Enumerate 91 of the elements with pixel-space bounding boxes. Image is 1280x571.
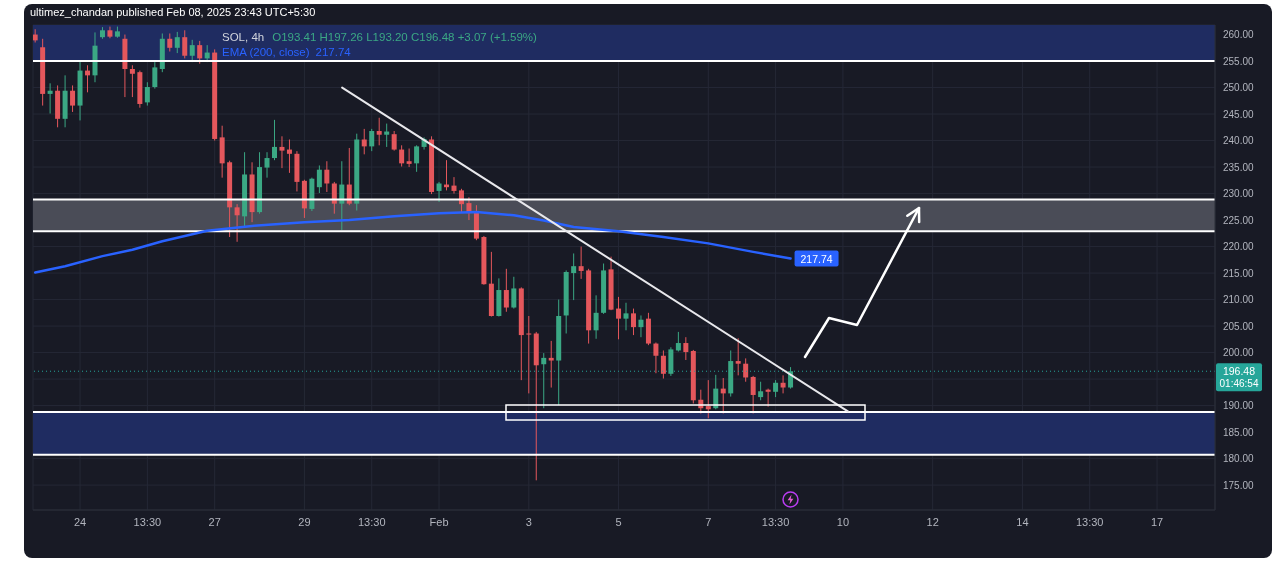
y-tick-label: 175.00 (1223, 479, 1255, 491)
x-tick-label: 10 (836, 515, 850, 528)
y-tick-label: 260.00 (1223, 29, 1255, 41)
candlestick (593, 294, 599, 340)
x-tick-label: 7 (705, 515, 712, 528)
candlestick (286, 138, 292, 174)
x-tick-label: 12 (926, 515, 939, 528)
x-tick-label: 14 (1016, 515, 1029, 528)
y-tick-label: 230.00 (1223, 188, 1255, 200)
candlestick (279, 135, 285, 169)
y-tick-label: 180.00 (1223, 453, 1255, 465)
candlestick (174, 31, 180, 54)
candlestick (630, 308, 636, 336)
candlestick (705, 379, 711, 419)
x-tick-label: 13:30 (761, 515, 790, 528)
candlestick (653, 342, 659, 374)
candlestick (780, 374, 786, 394)
text: 217.74 (315, 46, 351, 58)
candlestick (526, 315, 532, 394)
candlestick (451, 176, 457, 195)
text: 01:46:54 (1219, 378, 1259, 390)
candlestick (675, 331, 681, 353)
candlestick (735, 337, 741, 376)
y-tick-label: 220.00 (1223, 241, 1255, 253)
candlestick (511, 276, 517, 310)
candlestick (391, 130, 397, 152)
candlestick (414, 144, 420, 173)
candlestick (683, 336, 689, 361)
candlestick (234, 203, 240, 243)
x-tick-label: 17 (1150, 515, 1164, 528)
y-tick-label: 205.00 (1223, 320, 1255, 332)
candlestick (361, 128, 367, 155)
y-tick-label: 250.00 (1223, 82, 1255, 94)
candlestick (750, 375, 756, 415)
candlestick (264, 151, 270, 179)
candlestick (541, 352, 547, 409)
x-tick-label: 29 (298, 515, 311, 528)
y-tick-label: 245.00 (1223, 108, 1255, 120)
y-tick-label: 225.00 (1223, 214, 1255, 226)
candlestick (571, 252, 577, 301)
y-tick-label: 210.00 (1223, 294, 1255, 306)
candlestick (765, 388, 771, 408)
y-tick-label: 190.00 (1223, 400, 1255, 412)
candlestick (331, 181, 337, 215)
text: O193.41 H197.26 L193.20 C196.48 +3.07 (+1.59%) (272, 31, 537, 43)
x-tick-label: Feb (429, 515, 449, 528)
candlestick (743, 357, 749, 383)
candlestick (47, 82, 53, 115)
candlestick (129, 64, 135, 98)
candlestick (758, 381, 764, 401)
candlestick (167, 32, 173, 52)
candlestick (324, 160, 330, 193)
candlestick (182, 29, 188, 59)
y-tick-label: 185.00 (1223, 426, 1255, 438)
y-tick-label: 240.00 (1223, 135, 1255, 147)
candlestick (70, 84, 76, 113)
data-label: 217.74 (800, 252, 833, 265)
candlestick (406, 148, 412, 168)
text: 196.48 (1222, 365, 1256, 378)
candlestick (369, 128, 375, 152)
x-tick-label: 13:30 (133, 515, 162, 528)
text: SOL, 4h (222, 31, 265, 43)
candlestick (272, 119, 277, 161)
candlestick (436, 181, 442, 203)
candlestick (578, 246, 584, 280)
candlestick (197, 40, 203, 65)
candlestick (548, 340, 554, 389)
y-tick-label: 235.00 (1223, 161, 1255, 173)
candlestick (144, 81, 150, 107)
candlestick (376, 117, 382, 146)
x-tick-label: 27 (208, 515, 221, 528)
text: EMA (200, close) (222, 46, 310, 58)
candlestick (660, 349, 666, 380)
candlestick (152, 61, 158, 90)
y-tick-label: 200.00 (1223, 347, 1255, 359)
line-series (33, 210, 792, 274)
y-tick-label: 255.00 (1223, 55, 1255, 67)
candlestick (623, 302, 629, 331)
candlestick (503, 268, 509, 313)
candlestick (638, 314, 644, 338)
candlestick (399, 144, 405, 168)
candlestick (384, 123, 390, 148)
candlestick (616, 296, 622, 340)
x-tick-label: 3 (525, 515, 532, 528)
y-tick-label: 215.00 (1223, 267, 1255, 279)
text: ultimez_chandan published Feb 08, 2025 23:43 UTC+5:30 (30, 6, 316, 18)
x-tick-label: 5 (615, 515, 622, 528)
x-tick-label: 13:30 (1075, 515, 1104, 528)
candlestick (316, 164, 322, 194)
x-tick-label: 13:30 (357, 515, 386, 528)
x-tick-label: 24 (73, 515, 87, 528)
